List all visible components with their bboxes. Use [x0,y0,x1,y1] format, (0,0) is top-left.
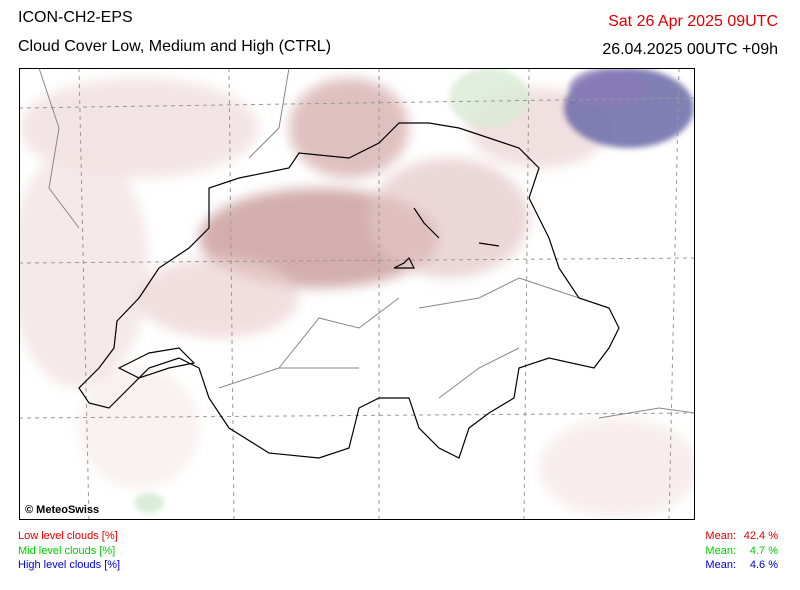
legend-label: Low level clouds [%] [18,530,118,542]
legend-label: High level clouds [%] [18,559,121,571]
model-name: ICON-CH2-EPS [18,9,133,26]
mid-high-clouds [134,68,694,513]
mean-label: Mean: [705,530,736,542]
map: © MeteoSwiss [19,68,695,520]
country-border [78,122,620,459]
mean-value: 4.6 % [749,559,778,571]
mean-label: Mean: [705,559,736,571]
legend-label: Mid level clouds [%] [18,544,116,557]
chart-title: Cloud Cover Low, Medium and High (CTRL) [18,38,332,55]
mean-value: 4.7 % [749,544,778,557]
canton-borders [38,68,695,419]
map-frame [19,68,695,520]
run-time: 26.04.2025 00UTC +09h [602,41,778,58]
mean-value: 42.4 % [743,530,778,542]
map-credit: © MeteoSwiss [25,504,99,516]
mean-label: Mean: [705,544,736,557]
valid-time: Sat 26 Apr 2025 09UTC [608,13,778,30]
